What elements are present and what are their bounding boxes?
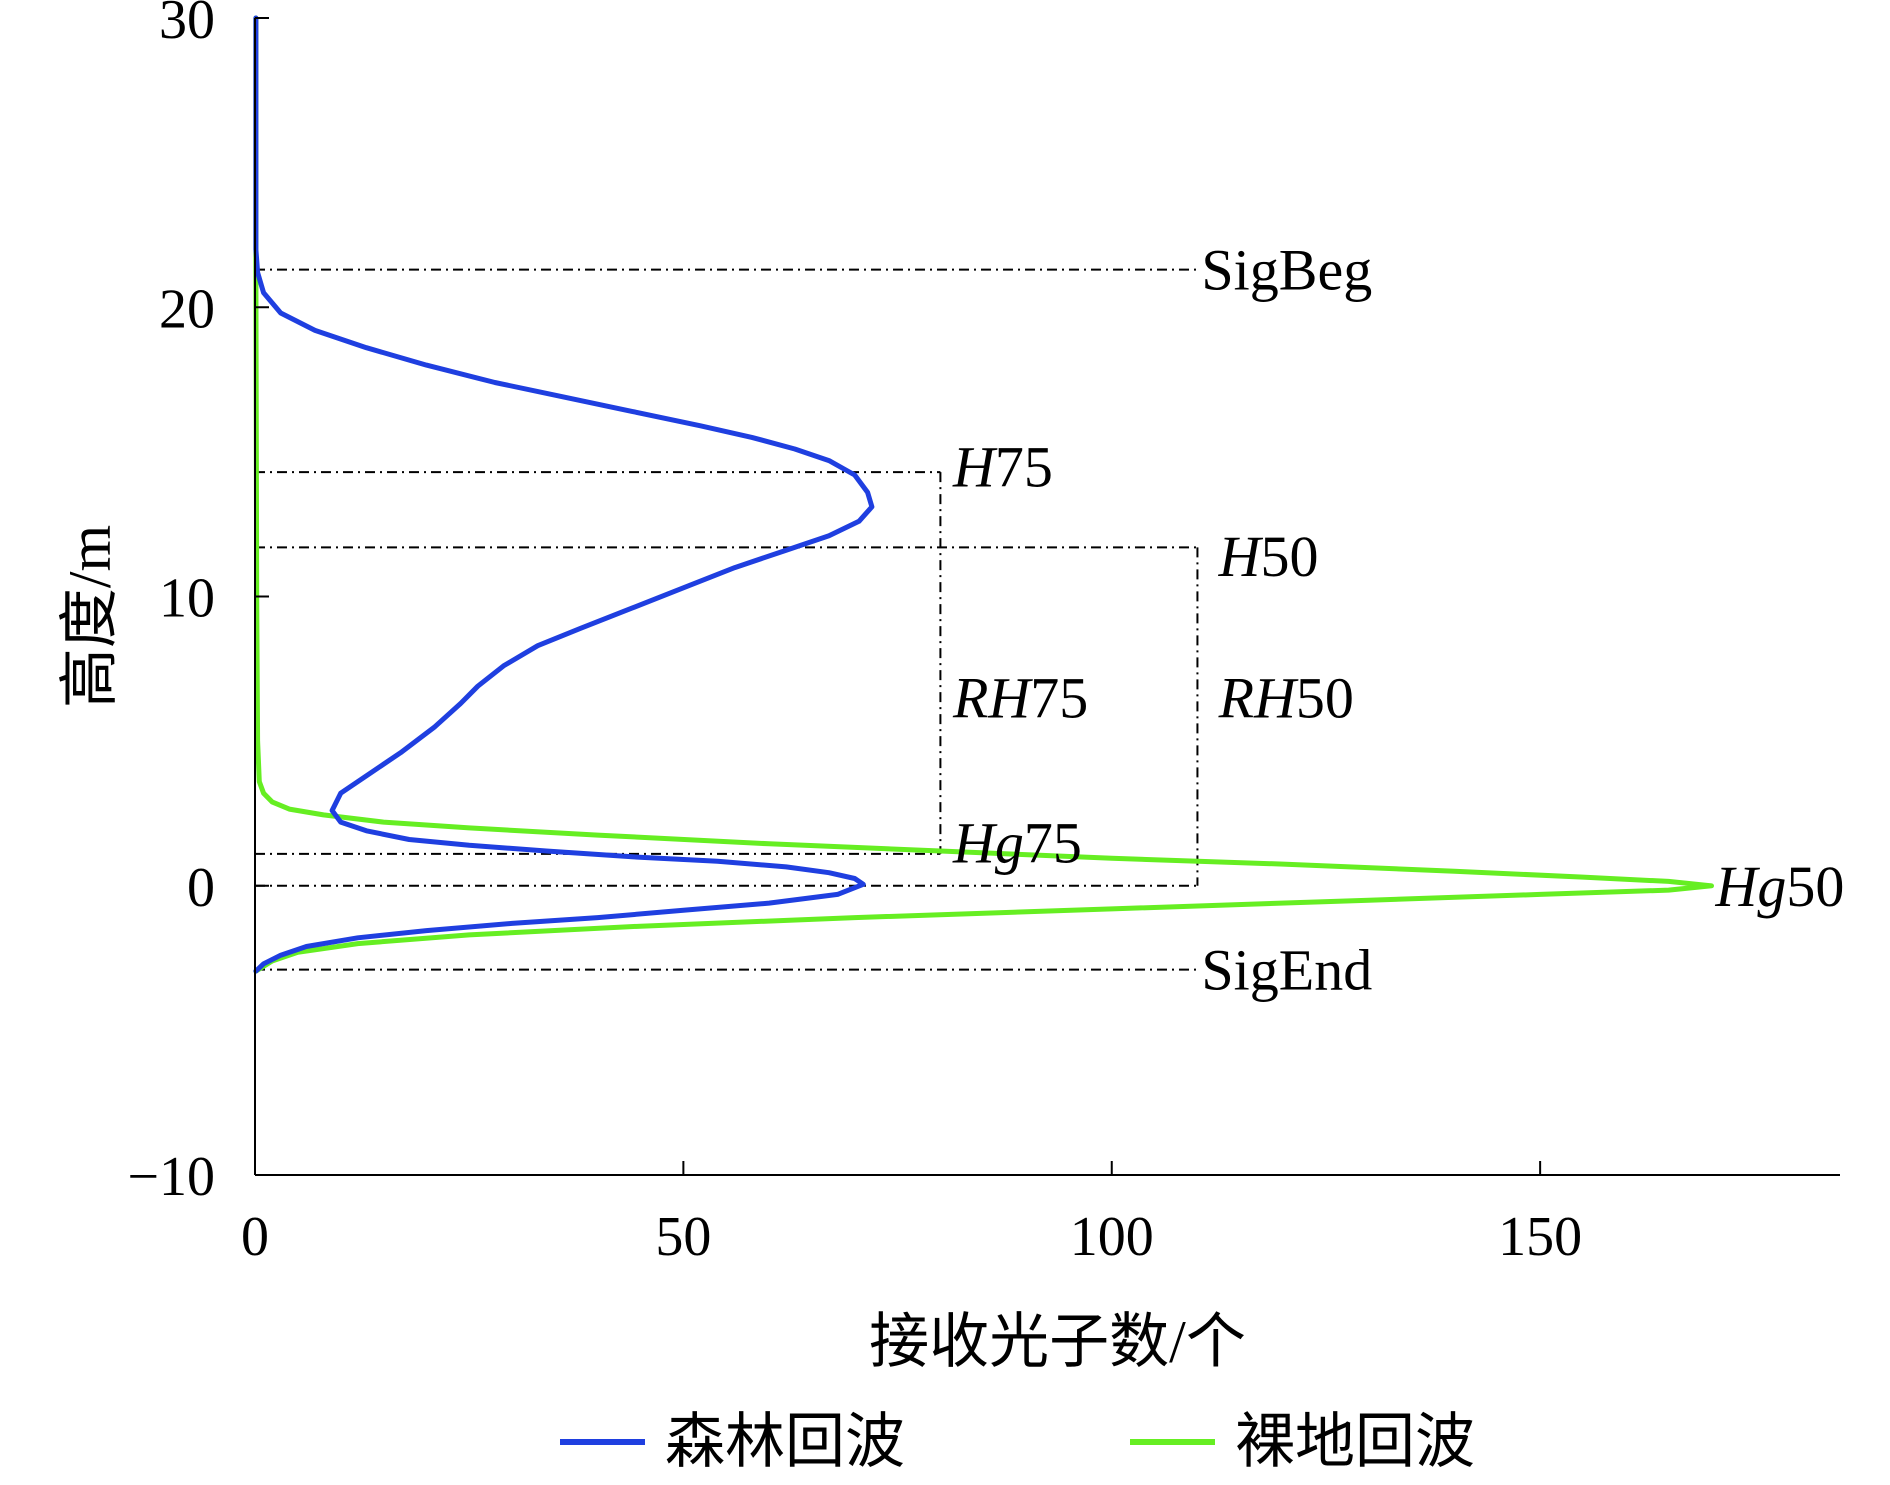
legend-label-forest: 森林回波 (665, 1409, 905, 1475)
x-axis-title: 接收光子数/个 (869, 1309, 1246, 1375)
series-line-bare-ground (253, 15, 1714, 974)
y-tick-label: 30 (159, 0, 215, 51)
annotation-sigend: SigEnd (1201, 938, 1372, 1003)
y-tick-label: 10 (159, 568, 215, 630)
annotation-sigbeg: SigBeg (1201, 238, 1372, 303)
series-layer (253, 15, 1714, 974)
ticks: 0 50 100 150 −10 0 10 20 30 (127, 0, 1582, 1268)
x-tick-label: 100 (1070, 1206, 1154, 1268)
y-tick-label: −10 (127, 1146, 215, 1208)
annotation-hg75: Hg75 (952, 810, 1082, 875)
annotation-h50: H50 (1218, 524, 1319, 589)
x-tick-label: 0 (241, 1206, 269, 1268)
series-line-forest (253, 15, 875, 974)
reference-lines (255, 268, 1199, 971)
axes (254, 18, 1840, 1176)
x-tick-label: 150 (1498, 1206, 1582, 1268)
annotation-rh50: RH50 (1218, 666, 1354, 731)
y-tick-label: 20 (159, 278, 215, 340)
legend: 森林回波 裸地回波 (560, 1409, 1475, 1475)
annotation-hg50: Hg50 (1714, 854, 1844, 919)
annotation-h75: H75 (952, 434, 1053, 499)
annotation-rh75: RH75 (952, 666, 1088, 731)
x-tick-label: 50 (655, 1206, 711, 1268)
annotations: SigBeg H75 H50 RH75 RH50 Hg75 Hg50 SigEnd (952, 238, 1844, 1003)
legend-label-bare-ground: 裸地回波 (1235, 1409, 1475, 1475)
y-tick-label: 0 (187, 857, 215, 919)
y-axis-title: 高度/m (57, 525, 123, 708)
